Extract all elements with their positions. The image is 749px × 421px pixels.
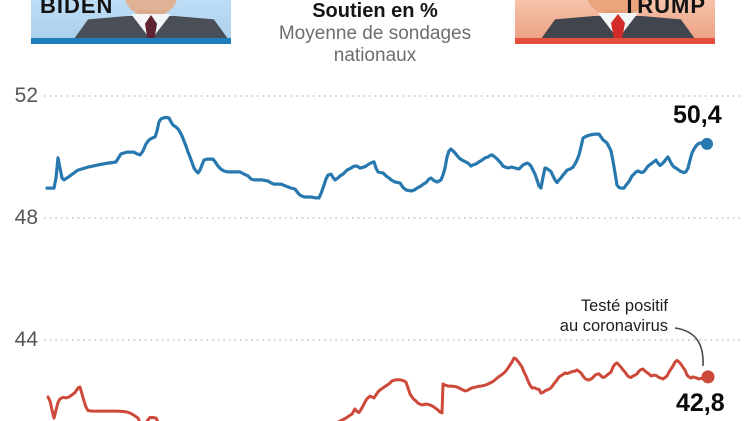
gridlines [44, 95, 742, 341]
y-tick-48: 48 [14, 206, 38, 229]
biden-photo-stripe [31, 38, 231, 44]
trump-photo: TRUMP [515, 0, 715, 44]
biden-endpoint-dot [701, 137, 713, 150]
chart-subtitle-line-1: Moyenne de sondages [278, 23, 472, 44]
trump-endpoint-dot [701, 370, 715, 384]
annotation-line-2: au coronavirus [559, 317, 668, 335]
biden-line [45, 115, 709, 200]
biden-tie [145, 15, 157, 44]
chart-subtitle-line-2: nationaux [333, 45, 417, 66]
trump-photo-stripe [515, 38, 715, 44]
chart-title: Soutien en % [312, 0, 438, 22]
coronavirus-annotation: Testé positif au coronavirus [560, 296, 668, 336]
trump-end-label: 42,8 [676, 389, 725, 417]
biden-photo: BIDEN [31, 0, 231, 44]
title-block: Soutien en % Moyenne de sondages nationa… [235, 0, 515, 67]
trump-name-label: TRUMP [622, 0, 706, 18]
biden-end-label: 50,4 [673, 101, 722, 129]
trump-line [46, 356, 710, 421]
biden-name-label: BIDEN [40, 0, 114, 18]
annotation-line-1: Testé positif [580, 297, 668, 315]
trump-tie [611, 14, 625, 44]
y-tick-44: 44 [14, 328, 38, 351]
annotation-arrow [674, 327, 704, 367]
y-tick-52: 52 [14, 84, 38, 107]
